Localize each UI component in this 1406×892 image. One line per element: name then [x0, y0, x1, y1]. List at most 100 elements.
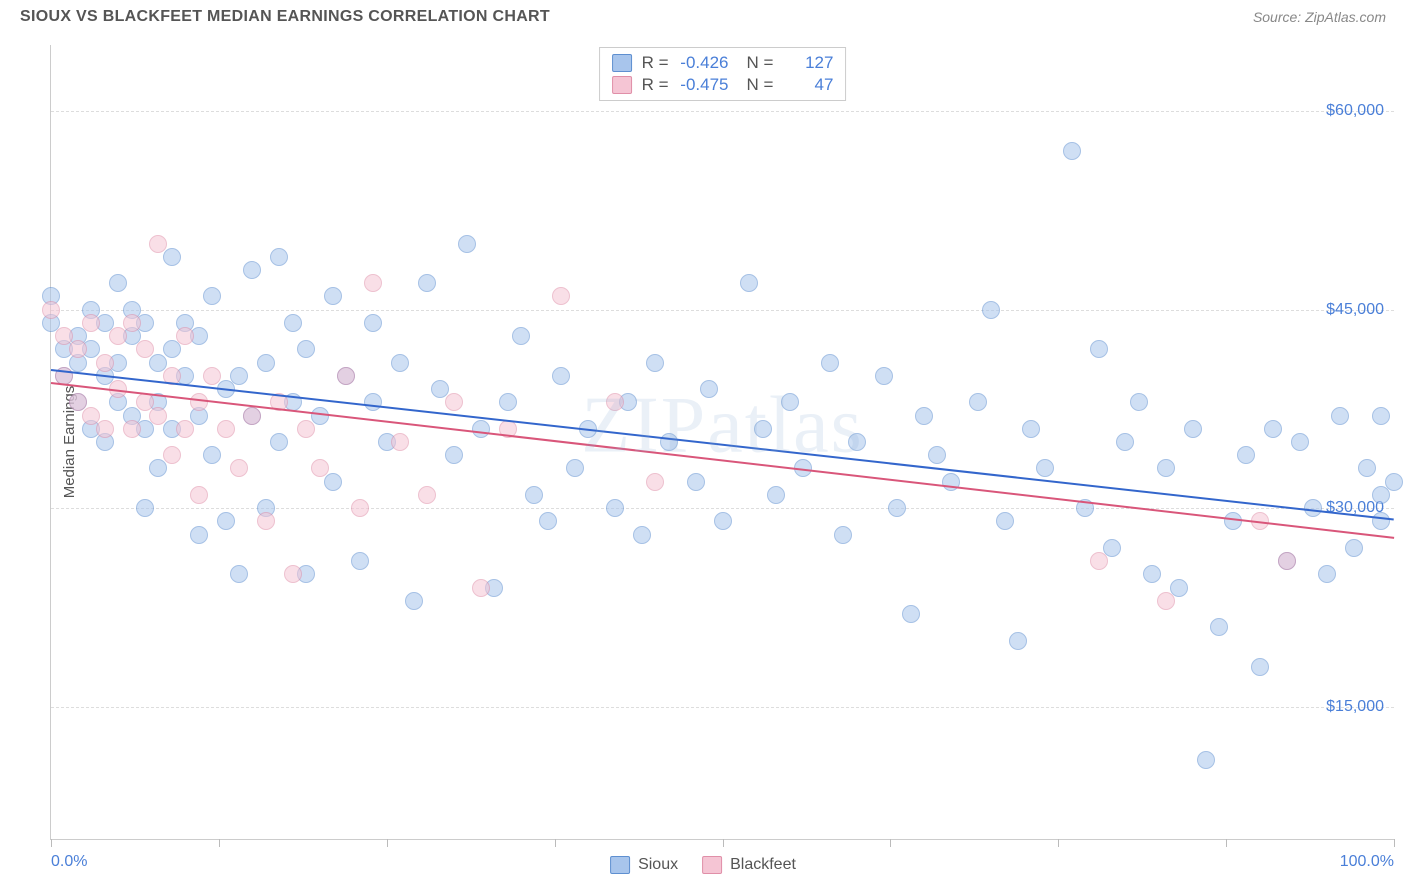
legend-label: Sioux — [638, 856, 678, 874]
data-point — [190, 526, 208, 544]
stat-r-label: R = — [642, 75, 669, 95]
data-point — [42, 301, 60, 319]
data-point — [552, 367, 570, 385]
data-point — [230, 367, 248, 385]
data-point — [834, 526, 852, 544]
data-point — [714, 512, 732, 530]
data-point — [297, 420, 315, 438]
chart-plot-area: Median Earnings $15,000$30,000$45,000$60… — [50, 45, 1394, 840]
data-point — [1372, 512, 1390, 530]
data-point — [163, 446, 181, 464]
data-point — [525, 486, 543, 504]
data-point — [136, 340, 154, 358]
chart-title: SIOUX VS BLACKFEET MEDIAN EARNINGS CORRE… — [20, 8, 550, 26]
legend-swatch — [612, 54, 632, 72]
data-point — [1170, 579, 1188, 597]
data-point — [243, 261, 261, 279]
data-point — [163, 340, 181, 358]
data-point — [472, 420, 490, 438]
gridline — [51, 111, 1394, 112]
data-point — [767, 486, 785, 504]
data-point — [217, 420, 235, 438]
legend-swatch — [702, 856, 722, 874]
trend-line — [51, 369, 1394, 521]
data-point — [996, 512, 1014, 530]
data-point — [1278, 552, 1296, 570]
data-point — [109, 274, 127, 292]
data-point — [848, 433, 866, 451]
data-point — [1184, 420, 1202, 438]
gridline — [51, 508, 1394, 509]
y-tick-label: $15,000 — [1326, 698, 1384, 716]
data-point — [1372, 407, 1390, 425]
data-point — [1318, 565, 1336, 583]
x-tick — [51, 839, 52, 847]
data-point — [123, 420, 141, 438]
data-point — [324, 473, 342, 491]
stat-r-label: R = — [642, 53, 669, 73]
data-point — [499, 393, 517, 411]
stat-n-value: 47 — [783, 75, 833, 95]
legend-swatch — [610, 856, 630, 874]
data-point — [1251, 658, 1269, 676]
data-point — [660, 433, 678, 451]
stat-r-value: -0.426 — [679, 53, 729, 73]
data-point — [257, 354, 275, 372]
data-point — [1385, 473, 1403, 491]
data-point — [1009, 632, 1027, 650]
data-point — [552, 287, 570, 305]
data-point — [176, 327, 194, 345]
data-point — [190, 393, 208, 411]
data-point — [646, 354, 664, 372]
data-point — [982, 301, 1000, 319]
data-point — [740, 274, 758, 292]
data-point — [821, 354, 839, 372]
legend-item: Sioux — [610, 856, 678, 874]
data-point — [405, 592, 423, 610]
data-point — [633, 526, 651, 544]
data-point — [969, 393, 987, 411]
data-point — [364, 393, 382, 411]
stat-n-label: N = — [747, 53, 774, 73]
data-point — [203, 367, 221, 385]
stat-r-value: -0.475 — [679, 75, 729, 95]
x-label-max: 100.0% — [1340, 853, 1394, 871]
x-tick — [555, 839, 556, 847]
data-point — [888, 499, 906, 517]
data-point — [243, 407, 261, 425]
x-tick — [723, 839, 724, 847]
stats-legend-row: R =-0.426N =127 — [612, 52, 834, 74]
gridline — [51, 310, 1394, 311]
data-point — [1372, 486, 1390, 504]
data-point — [445, 393, 463, 411]
data-point — [1090, 340, 1108, 358]
data-point — [1345, 539, 1363, 557]
data-point — [149, 459, 167, 477]
legend-label: Blackfeet — [730, 856, 796, 874]
data-point — [176, 420, 194, 438]
data-point — [875, 367, 893, 385]
y-tick-label: $60,000 — [1326, 102, 1384, 120]
x-label-min: 0.0% — [51, 853, 87, 871]
data-point — [472, 579, 490, 597]
data-point — [915, 407, 933, 425]
stat-n-label: N = — [747, 75, 774, 95]
chart-header: SIOUX VS BLACKFEET MEDIAN EARNINGS CORRE… — [0, 0, 1406, 30]
data-point — [364, 314, 382, 332]
data-point — [1358, 459, 1376, 477]
data-point — [123, 314, 141, 332]
data-point — [539, 512, 557, 530]
x-tick — [1058, 839, 1059, 847]
data-point — [445, 446, 463, 464]
data-point — [1130, 393, 1148, 411]
x-tick — [1226, 839, 1227, 847]
data-point — [163, 248, 181, 266]
data-point — [324, 287, 342, 305]
data-point — [1090, 552, 1108, 570]
legend-swatch — [612, 76, 632, 94]
data-point — [1291, 433, 1309, 451]
data-point — [700, 380, 718, 398]
data-point — [606, 499, 624, 517]
data-point — [82, 314, 100, 332]
data-point — [418, 486, 436, 504]
